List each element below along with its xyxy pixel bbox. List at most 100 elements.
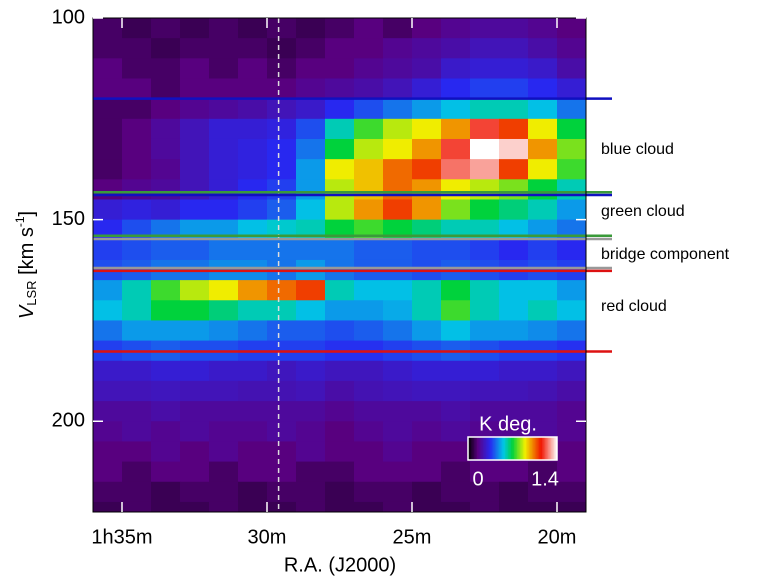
heatmap-cell xyxy=(325,481,355,503)
heatmap-cell xyxy=(151,98,181,120)
heatmap-cell xyxy=(296,18,326,39)
heatmap-cell xyxy=(470,239,500,261)
component-label: green cloud xyxy=(601,203,685,220)
heatmap-cell xyxy=(296,441,326,463)
heatmap-cell xyxy=(151,199,181,221)
colorbar-swatch xyxy=(485,437,488,460)
heatmap-cell xyxy=(151,320,181,342)
heatmap-cell xyxy=(383,159,413,180)
heatmap-cell xyxy=(354,421,384,442)
heatmap-cell xyxy=(412,18,442,39)
heatmap-cell xyxy=(470,360,500,382)
heatmap-cell xyxy=(412,461,442,483)
heatmap-cell xyxy=(557,78,586,100)
heatmap-cell xyxy=(122,138,152,160)
heatmap-cell xyxy=(93,199,123,221)
heatmap-cell xyxy=(325,501,355,512)
heatmap-cell xyxy=(209,501,239,512)
x-tick-label: 1h35m xyxy=(91,526,152,548)
heatmap-cell xyxy=(151,501,181,512)
heatmap-cell xyxy=(325,58,355,79)
y-label-sup: -1 xyxy=(13,216,27,227)
heatmap-cell xyxy=(122,441,152,463)
heatmap-cell xyxy=(238,138,268,160)
heatmap-cell xyxy=(383,441,413,463)
colorbar-swatch xyxy=(512,437,515,460)
heatmap-cell xyxy=(122,38,152,59)
heatmap-cell xyxy=(499,300,529,321)
heatmap-cell xyxy=(441,300,471,321)
heatmap-cell xyxy=(238,179,268,200)
heatmap-cell xyxy=(267,239,297,261)
heatmap-cell xyxy=(267,159,297,180)
heatmap-cell xyxy=(122,219,152,241)
heatmap-cell xyxy=(412,360,442,382)
heatmap-cell xyxy=(296,501,326,512)
colorbar-swatch xyxy=(545,437,548,460)
heatmap-cell xyxy=(354,239,384,261)
heatmap-cell xyxy=(93,421,123,442)
colorbar-swatch xyxy=(497,437,500,460)
heatmap-cell xyxy=(325,401,355,422)
heatmap-cell xyxy=(470,199,500,221)
heatmap-cell xyxy=(93,360,123,382)
heatmap-cell xyxy=(412,38,442,59)
heatmap-cell xyxy=(499,401,529,422)
heatmap-cell xyxy=(383,179,413,200)
heatmap-cell xyxy=(93,401,123,422)
heatmap-cell xyxy=(325,300,355,321)
heatmap-cell xyxy=(238,78,268,100)
heatmap-cell xyxy=(296,320,326,342)
heatmap-cell xyxy=(557,461,586,483)
heatmap-cell xyxy=(528,320,558,342)
heatmap-cell xyxy=(180,219,210,241)
heatmap-cell xyxy=(383,98,413,120)
heatmap-cell xyxy=(296,138,326,160)
heatmap-cell xyxy=(499,360,529,382)
heatmap-cell xyxy=(354,501,384,512)
heatmap-cell xyxy=(383,360,413,382)
x-tick-label: 20m xyxy=(538,526,577,548)
heatmap-cell xyxy=(296,199,326,221)
heatmap-cell xyxy=(209,138,239,160)
heatmap-cell xyxy=(209,98,239,120)
heatmap-cell xyxy=(122,280,152,301)
colorbar-swatch xyxy=(549,437,552,460)
heatmap-cell xyxy=(412,179,442,200)
heatmap-cell xyxy=(151,380,181,402)
colorbar-swatch xyxy=(475,437,478,460)
heatmap-cell xyxy=(267,380,297,402)
heatmap-cell xyxy=(238,18,268,39)
heatmap-cell xyxy=(557,380,586,402)
heatmap-cell xyxy=(325,461,355,483)
heatmap-cell xyxy=(557,360,586,382)
colorbar-swatch xyxy=(543,437,546,460)
colorbar-swatch xyxy=(493,437,496,460)
heatmap-cell xyxy=(122,18,152,39)
heatmap-cell xyxy=(180,18,210,39)
heatmap-cell xyxy=(151,18,181,39)
heatmap-cell xyxy=(151,360,181,382)
heatmap-cell xyxy=(122,199,152,221)
heatmap-cell xyxy=(354,461,384,483)
heatmap-cell xyxy=(238,360,268,382)
y-label-unit: [km s xyxy=(16,227,38,280)
heatmap-cell xyxy=(557,481,586,503)
heatmap-cell xyxy=(209,78,239,100)
heatmap-cell xyxy=(354,280,384,301)
heatmap-cell xyxy=(557,441,586,463)
heatmap-cell xyxy=(354,118,384,140)
colorbar-swatch xyxy=(478,437,481,460)
colorbar-swatch xyxy=(484,437,487,460)
heatmap-cell xyxy=(354,320,384,342)
colorbar-tick-label: 1.4 xyxy=(531,468,559,490)
heatmap-cell xyxy=(267,199,297,221)
colorbar-swatch xyxy=(552,437,555,460)
heatmap-cell xyxy=(499,219,529,241)
heatmap-cell xyxy=(499,138,529,160)
heatmap-cell xyxy=(441,118,471,140)
heatmap-cell xyxy=(499,481,529,503)
heatmap-cell xyxy=(296,38,326,59)
heatmap-cell xyxy=(267,98,297,120)
colorbar-swatch xyxy=(542,437,545,460)
